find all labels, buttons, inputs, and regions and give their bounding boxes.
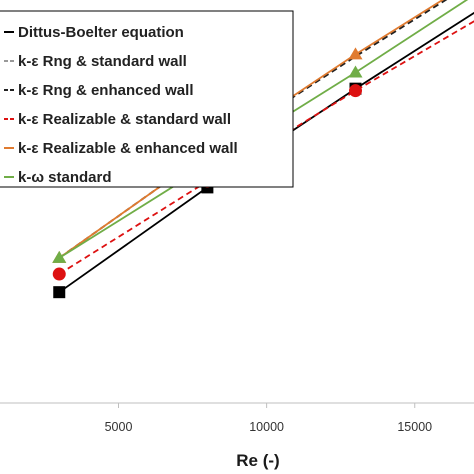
legend-label: Dittus-Boelter equation [18, 24, 184, 41]
chart-legend: Dittus-Boelter equation k-ε Rng & standar… [0, 10, 294, 188]
legend-item: k-ω standard [4, 169, 112, 186]
legend-item: k-ε Realizable & standard wall [4, 111, 231, 128]
legend-item: k-ε Realizable & enhanced wall [4, 140, 238, 157]
legend-label: k-ω standard [18, 169, 112, 186]
data-point [52, 250, 67, 263]
legend-item: k-ε Rng & enhanced wall [4, 82, 193, 99]
chart-axes: 5000 10000 15000 [0, 402, 474, 434]
legend-item: k-ε Rng & standard wall [4, 53, 187, 70]
x-tick-label: 10000 [249, 420, 284, 434]
legend-box [0, 10, 294, 188]
legend-label: k-ε Realizable & enhanced wall [18, 140, 238, 157]
data-point [349, 84, 362, 98]
x-tick-label: 15000 [397, 420, 432, 434]
legend-item: Dittus-Boelter equation [4, 24, 184, 41]
legend-label: k-ε Rng & enhanced wall [18, 82, 193, 99]
data-point [53, 286, 66, 299]
legend-label: k-ε Rng & standard wall [18, 53, 187, 70]
x-axis-title: Re (-) [236, 451, 279, 470]
data-point [348, 65, 363, 78]
x-tick-label: 5000 [105, 420, 133, 434]
legend-label: k-ε Realizable & standard wall [18, 111, 231, 128]
data-point [348, 47, 363, 60]
data-point [52, 267, 66, 281]
